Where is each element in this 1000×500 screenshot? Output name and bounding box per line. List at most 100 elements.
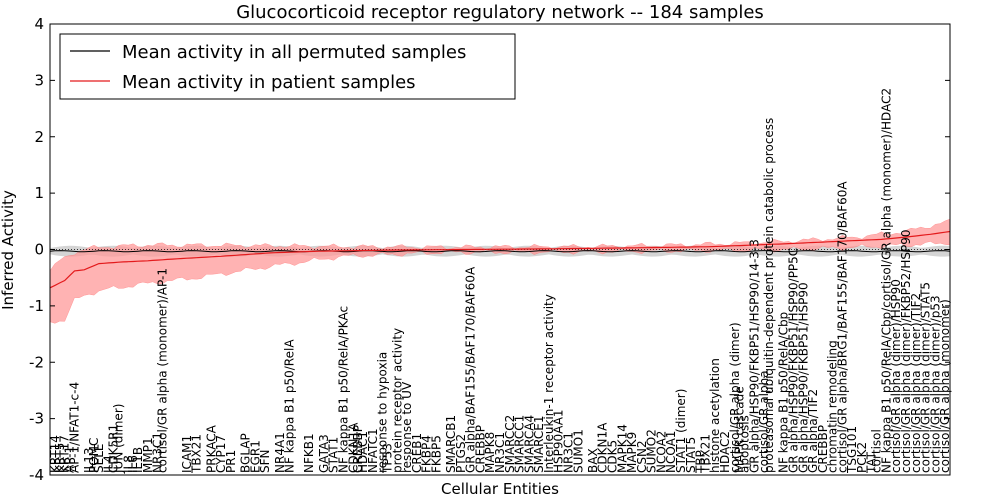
x-tick-label: SMARCE1 [532, 415, 546, 473]
x-tick-label: HDAC1 [356, 431, 370, 473]
x-tick-label: GATA3 [317, 434, 331, 473]
patient-mean-line [49, 230, 951, 289]
x-tick-label: BGLAP [239, 433, 253, 473]
x-axis-label: Cellular Entities [441, 480, 559, 498]
x-tick-label: GR alpha/BAF155/BAF170/BAF60A [464, 266, 478, 473]
x-tick-label: NR3C1 [562, 432, 576, 473]
x-tick-label: KRT17 [58, 435, 72, 473]
x-tick-label: GR alpha/HSP90/FKBP51/HSP90/14-3-3 [747, 239, 761, 473]
x-tick-label: PCK2 [855, 442, 869, 473]
x-tick-label: cortisol/GR alpha (dimer)/FKBP52/HSP90 [899, 230, 913, 473]
x-tick-label: ICAM1 [180, 435, 194, 473]
y-tick-label: -3 [29, 410, 44, 428]
x-tick-label: cortisol/GR alpha (monomer)/AP-1 [156, 268, 170, 473]
x-tick-label: MAPK9 [625, 432, 639, 473]
x-tick-label: CREBBP [351, 425, 365, 473]
x-tick-label: NFKB1 [302, 433, 316, 473]
x-tick-label: CYP17 [214, 435, 228, 473]
x-tick-label: SUMO1 [571, 429, 585, 473]
x-tick-label: cortisol/GR alpha (dimer) [728, 322, 742, 473]
x-tick-label: IL4 [102, 455, 116, 473]
x-tick-label: MAPK14 [615, 424, 629, 473]
x-tick-label: GR alpha/TIF2 [806, 389, 820, 473]
x-tick-label: IL6 [126, 455, 140, 473]
x-tick-label: FKBP4 [420, 435, 434, 473]
x-tick-label: NFATC1 [366, 428, 380, 473]
legend-label-patient: Mean activity in patient samples [122, 72, 416, 93]
x-tick-label: cortisol [870, 429, 884, 473]
x-tick-label: histone acetylation [708, 358, 722, 473]
legend-frame [59, 33, 516, 100]
x-tick-label: cortisol/GR alpha [757, 370, 771, 473]
x-tick-label: HSP90AA1 [552, 409, 566, 473]
x-tick-label: IL13 [82, 448, 96, 474]
x-tick-label: TP53 [381, 443, 395, 474]
x-tick-label: STAT1 [327, 437, 341, 473]
y-tick-label: 4 [34, 15, 44, 33]
x-tick-label: TBP [694, 450, 708, 474]
x-tick-label: SFN [258, 450, 272, 474]
x-tick-label: NCOA2 [654, 431, 668, 473]
permuted-mean-line [49, 250, 951, 253]
x-tick-label: cortisol/GR alpha (monomer) [938, 299, 952, 473]
x-tick-label: Interleukin-1 receptor activity [542, 294, 556, 473]
x-tick-label: FKBP5 [429, 435, 443, 473]
x-tick-label: SMARCA4 [522, 415, 536, 473]
x-tick-label: response to hypoxia [376, 352, 390, 473]
x-tick-label: TSG101 [845, 426, 859, 474]
x-tick-label: cortisol/GR alpha (dimer)/STAT5 [919, 282, 933, 473]
x-tick-label: chromatin remodeling [826, 340, 840, 473]
x-tick-label: GR alpha/HSP90/FKBP51/HSP90 [796, 282, 810, 473]
x-tick-label: NF kappa B1 p50/RelA/PKAc [337, 306, 351, 473]
x-tick-label: TBX21 [190, 434, 204, 474]
x-tick-label: PR1 [224, 450, 238, 473]
x-tick-label: PRKACA [204, 424, 218, 473]
x-tick-label: apoptosis [738, 415, 752, 473]
x-tick-label: STAT1 (dimer) [674, 389, 688, 473]
x-tick-label: NF kappa B1 p50/RelA/Cbp/cortisol/GR alp… [879, 88, 893, 473]
x-tick-label: SUMO2 [645, 429, 659, 473]
y-tick-label: 1 [34, 184, 44, 202]
y-tick-label: -4 [29, 466, 44, 484]
x-tick-label: NF kappa B1 p50/RelA [283, 339, 297, 473]
y-tick-label: 2 [34, 128, 44, 146]
x-tick-label: SMARCC2 [503, 415, 517, 473]
x-tick-label: STAT5 [684, 437, 698, 473]
x-tick-label: response to UV [400, 381, 414, 473]
x-tick-label: NR3C1 [493, 432, 507, 473]
x-tick-label: TBX21 [698, 434, 712, 474]
x-tick-label: cortisol/GR alpha (dimer)/HSP90 [889, 279, 903, 473]
chart-title: Glucocorticoid receptor regulatory netwo… [236, 2, 764, 23]
x-tick-label: JUN (dimer) [112, 404, 126, 474]
x-tick-label: AP-1/NFAT1-c-4 [68, 382, 82, 473]
y-tick-label: 0 [34, 241, 44, 259]
x-tick-label: cortisol/GR alpha (dimer)/TIF2 [909, 293, 923, 473]
legend-label-permuted: Mean activity in all permuted samples [122, 42, 466, 63]
x-tick-label: IL1B [131, 447, 145, 473]
plot-lines [49, 230, 951, 289]
x-tick-label: EGR1 [248, 440, 262, 473]
x-tick-label: MMP1 [141, 437, 155, 473]
x-tick-label: GR alpha/HSP90/FKBP51/HSP90/PP5C [787, 248, 801, 473]
x-tick-label: IL8 [121, 455, 135, 473]
legend: Mean activity in all permuted samples Me… [59, 33, 516, 100]
x-tick-label: CDKN1A [346, 422, 360, 473]
x-tick-label: KRT5 [53, 443, 67, 473]
x-tick-label: CDK5R1 [107, 424, 121, 473]
x-tick-label: PTGS2 [454, 434, 468, 473]
x-tick-label: POMC [87, 438, 101, 473]
y-axis: -4 -3 -2 -1 0 1 2 3 4 [29, 15, 950, 484]
plot-bands [49, 218, 951, 324]
y-tick-label: -2 [29, 353, 44, 371]
x-tick-label: NR4A1 [273, 432, 287, 473]
x-tick-label: MAPK cascade [733, 386, 747, 473]
x-tick-label: SMARCB1 [444, 415, 458, 473]
x-tick-label: CDKN1A [596, 422, 610, 473]
x-tick-label: MAPK8 [483, 432, 497, 473]
y-axis-label: Inferred Activity [0, 190, 17, 310]
x-tick-label: cortisol/GR alpha (dimer)/p53 [928, 295, 942, 473]
x-tick-label: CSN2 [635, 440, 649, 473]
y-tick-label: -1 [29, 297, 44, 315]
